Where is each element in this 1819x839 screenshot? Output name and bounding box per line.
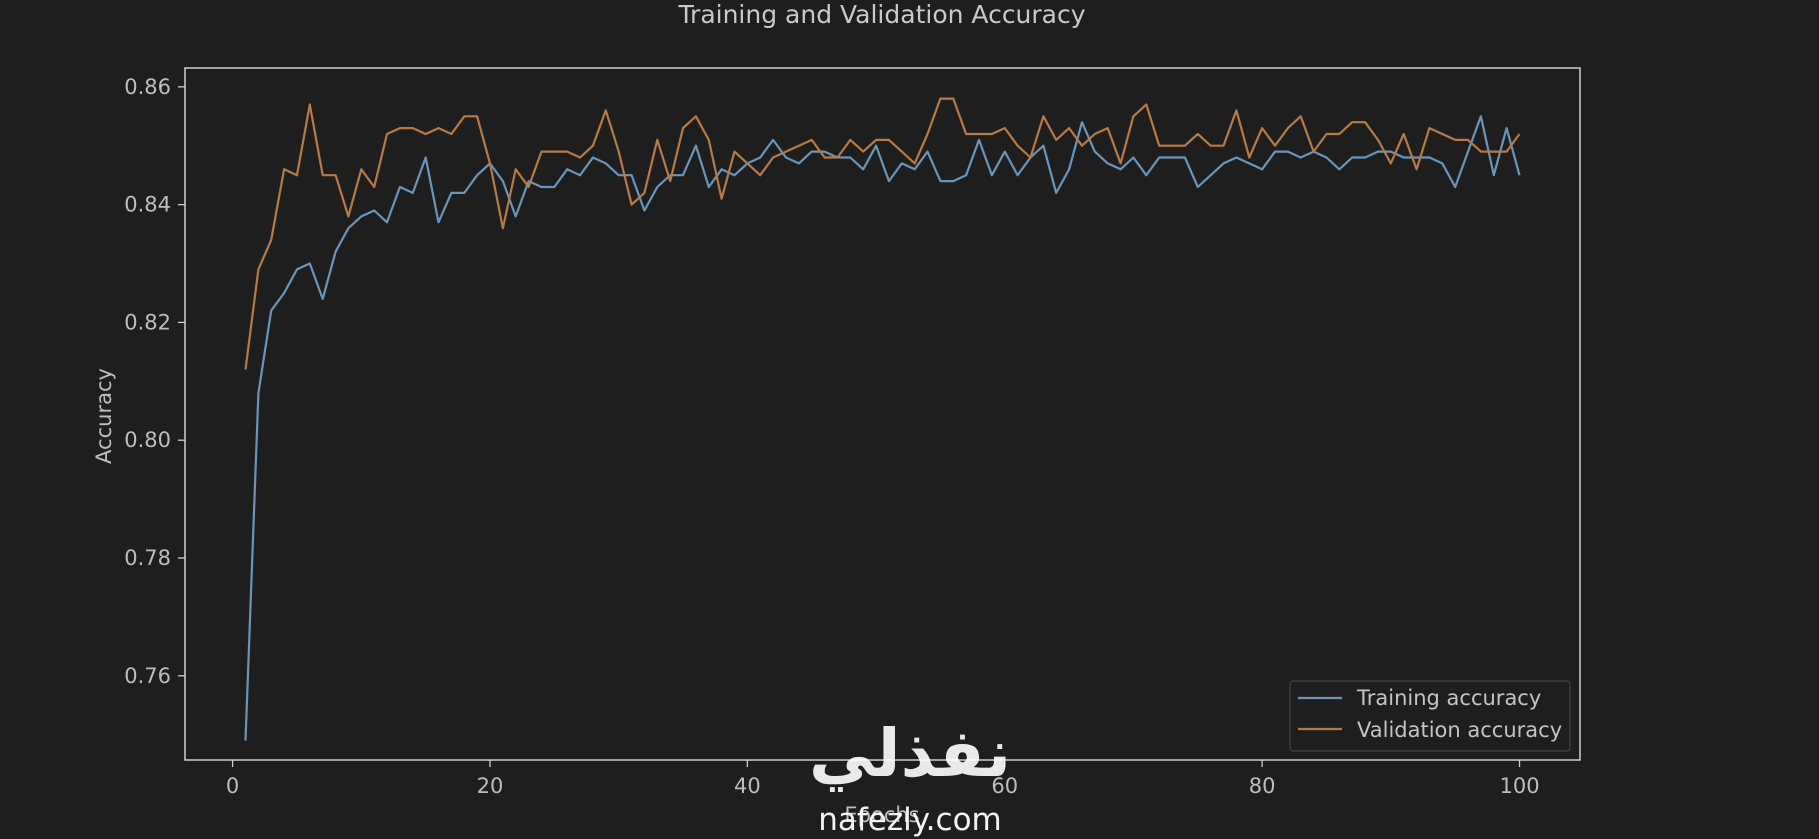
training-accuracy-line <box>244 115 1521 741</box>
legend: Training accuracy Validation accuracy <box>1289 680 1571 752</box>
x-tick-label: 100 <box>1499 774 1539 798</box>
plot-series <box>244 97 1521 741</box>
watermark-arabic: نفذلي <box>809 715 1011 792</box>
watermark: نفذلي nafezly.com <box>809 715 1011 838</box>
y-axis-label: Accuracy <box>92 368 116 464</box>
legend-label-training: Training accuracy <box>1356 686 1541 710</box>
y-tick-label: 0.86 <box>124 75 171 99</box>
x-axis-label: Epochs <box>844 803 919 827</box>
y-axis: 0.76 0.78 0.80 0.82 0.84 0.86 <box>124 75 185 688</box>
plot-frame <box>184 67 1581 761</box>
y-tick-label: 0.84 <box>124 193 171 217</box>
y-tick-label: 0.80 <box>124 428 171 452</box>
y-tick-label: 0.82 <box>124 310 171 334</box>
chart-title: Training and Validation Accuracy <box>677 0 1085 29</box>
y-tick-label: 0.76 <box>124 664 171 688</box>
x-tick-label: 0 <box>226 774 239 798</box>
y-tick-label: 0.78 <box>124 546 171 570</box>
validation-accuracy-line <box>244 97 1521 370</box>
x-tick-label: 60 <box>991 774 1018 798</box>
legend-label-validation: Validation accuracy <box>1357 718 1562 742</box>
x-axis: 0 20 40 60 80 100 <box>226 760 1540 798</box>
x-tick-label: 20 <box>477 774 504 798</box>
watermark-latin: nafezly.com <box>818 802 1002 838</box>
legend-box <box>1289 680 1571 752</box>
x-tick-label: 40 <box>734 774 761 798</box>
x-tick-label: 80 <box>1249 774 1276 798</box>
